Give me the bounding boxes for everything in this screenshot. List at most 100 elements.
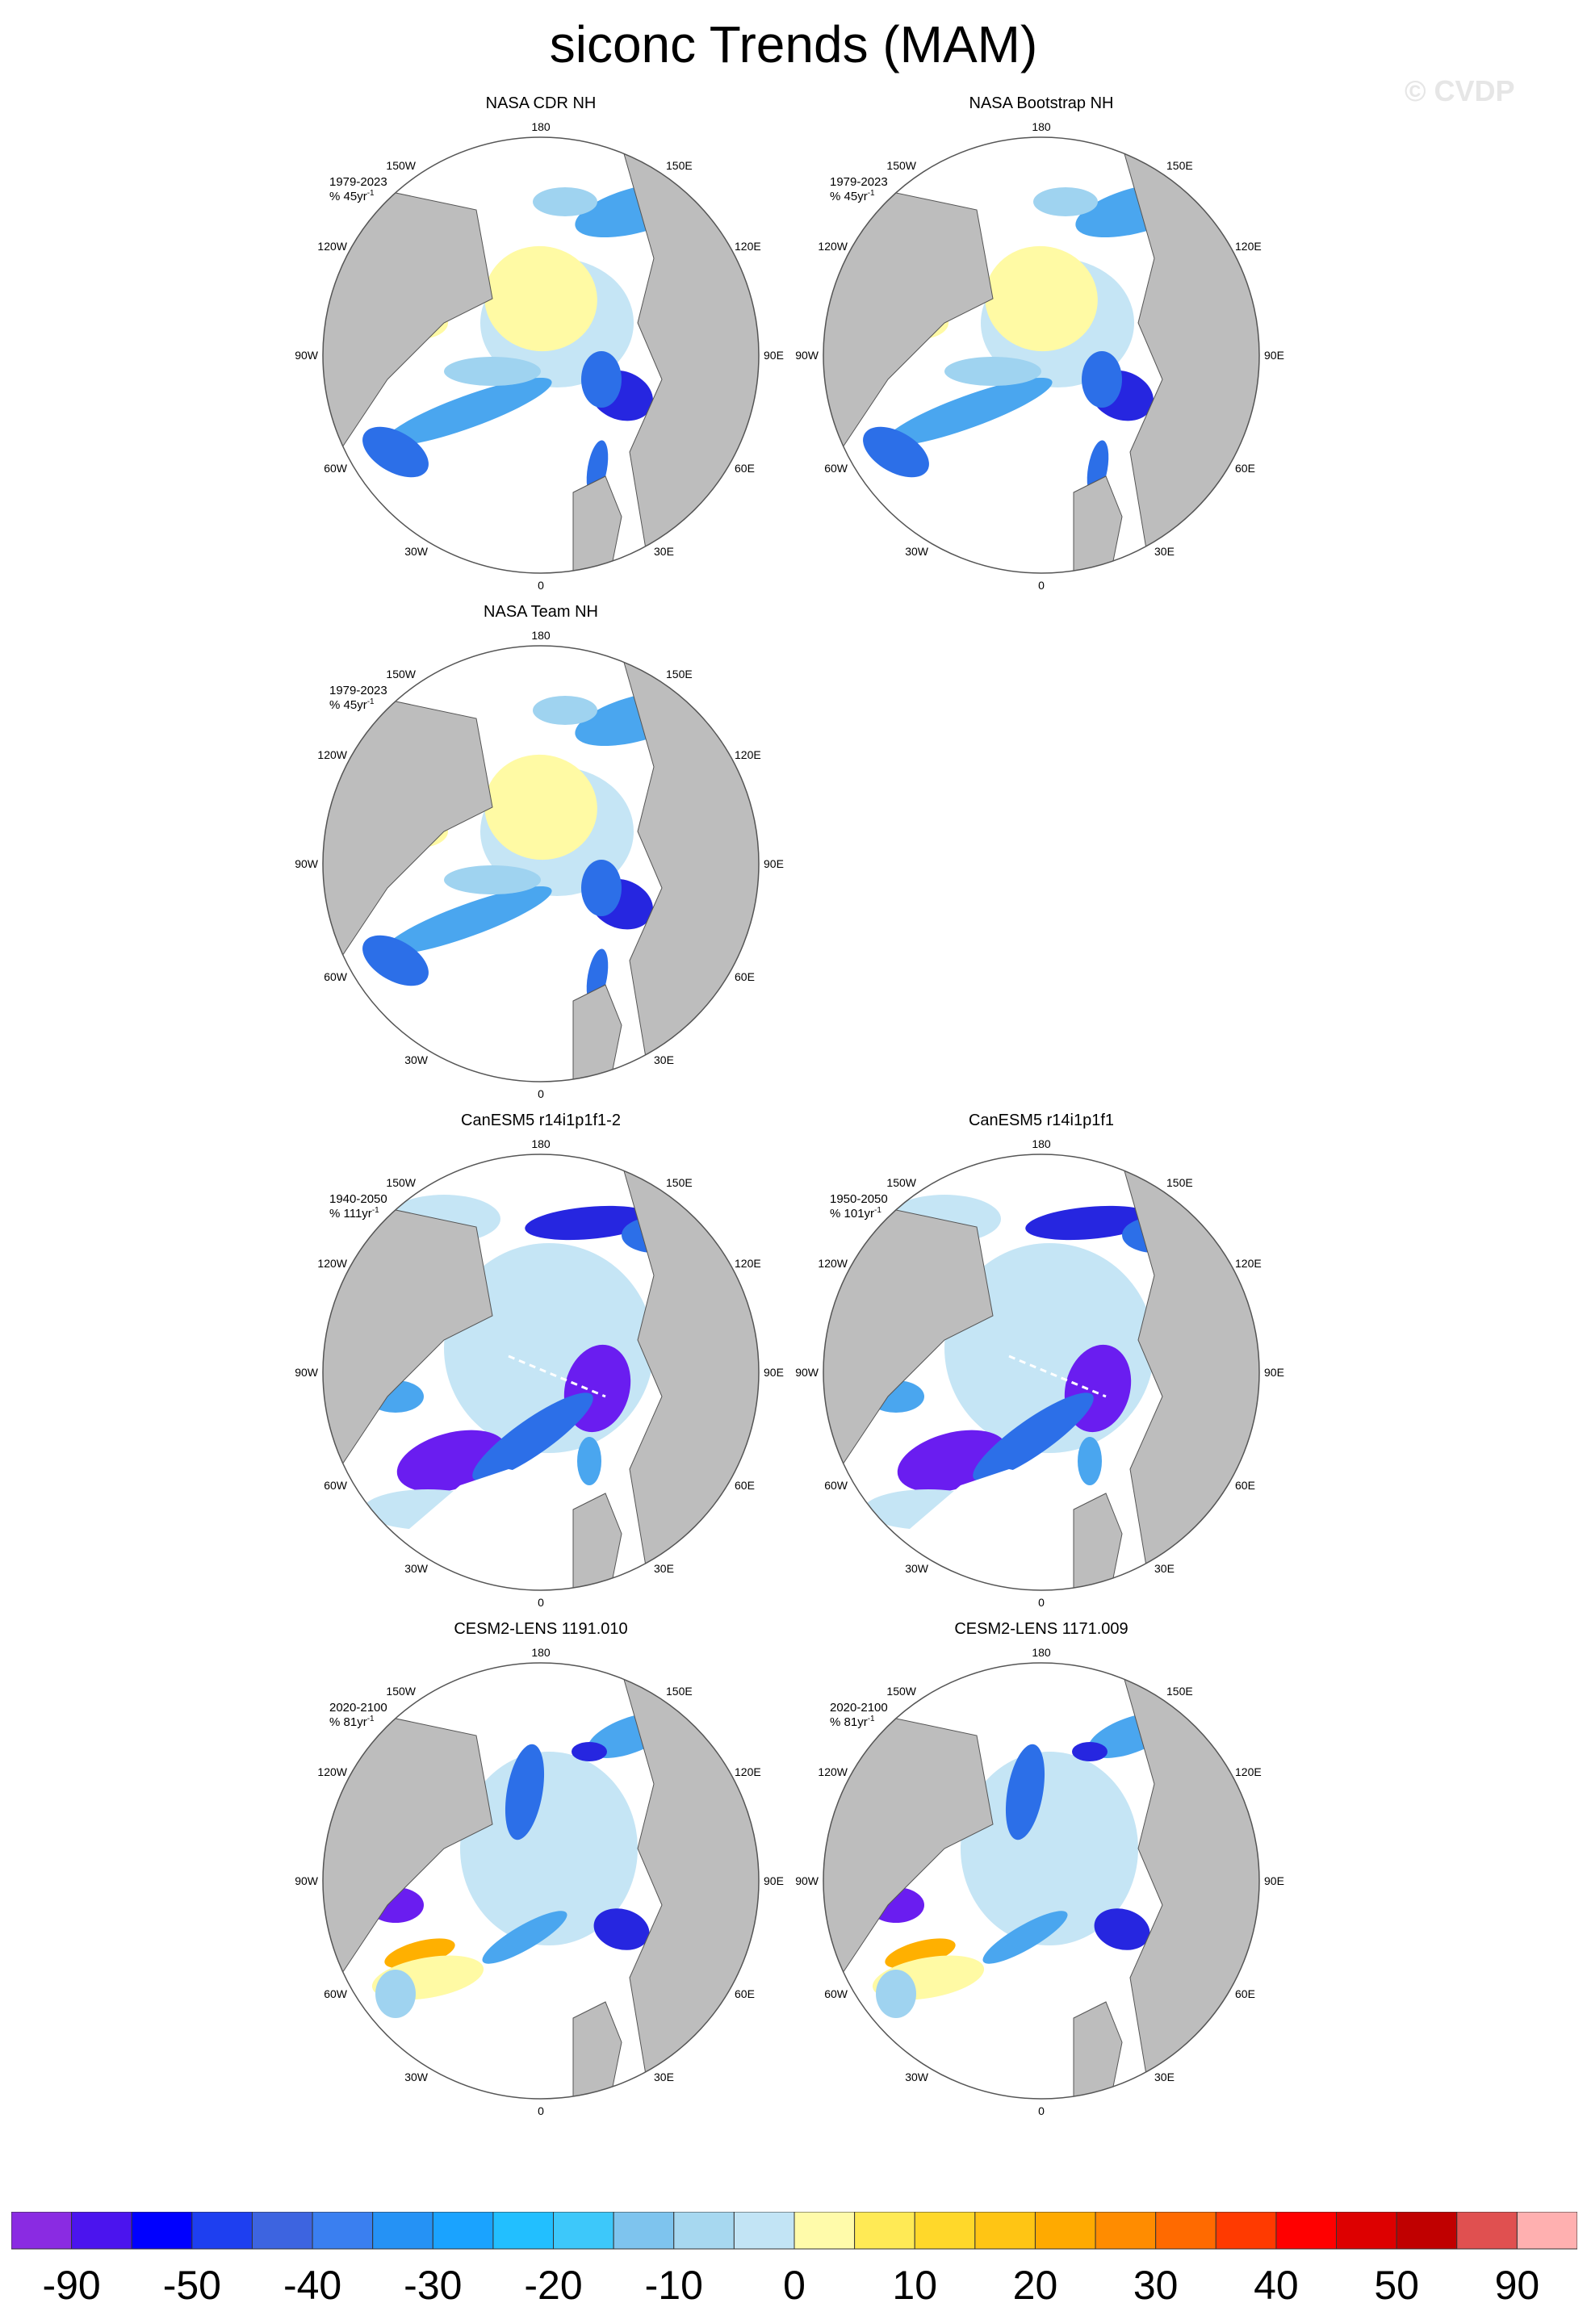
trend-units: % 45yr-1	[830, 189, 875, 203]
colorbar: -90 -50 -40 -30 -20 -10 0 10 20 30 40 50 90	[11, 2212, 1577, 2308]
colorbar-tick-label: -50	[163, 2263, 221, 2308]
trend-region	[1078, 1437, 1102, 1485]
colorbar-swatch	[1095, 2212, 1157, 2250]
trend-region	[533, 187, 597, 216]
north-america-land	[823, 1194, 994, 1471]
colorbar-swatch	[312, 2212, 374, 2250]
colorbar-swatch	[432, 2212, 494, 2250]
lon-label-60w: 60W	[324, 462, 348, 475]
lon-label-60e: 60E	[1235, 1987, 1255, 2000]
bering-region	[492, 1162, 605, 1203]
lon-label-120e: 120E	[735, 1765, 761, 1778]
polar-map	[823, 1154, 1259, 1590]
polar-map	[323, 137, 759, 573]
lon-label-30w: 30W	[905, 2071, 929, 2083]
map-panel: CESM2-LENS 1171.009 180 0 90W 90E 150W 150E 120…	[783, 1620, 1300, 2155]
lon-label-120e: 120E	[1235, 1765, 1262, 1778]
colorbar-swatch	[733, 2212, 795, 2250]
map-panel: CanESM5 r14i1p1f1 180 0 90W 90E 150W 150E 120W 1…	[783, 1112, 1300, 1647]
lon-label-60w: 60W	[324, 1987, 348, 2000]
positive-trend-region	[484, 754, 597, 861]
lon-label-120w: 120W	[818, 1765, 848, 1778]
lon-label-90e: 90E	[1264, 1874, 1284, 1887]
figure-title: siconc Trends (MAM)	[549, 15, 1038, 73]
trend-period: 1940-2050	[329, 1192, 387, 1206]
colorbar-swatch	[854, 2212, 915, 2250]
lon-label-90w: 90W	[795, 1874, 819, 1887]
colorbar-tick-label: 90	[1495, 2263, 1540, 2308]
colorbar-tick-label: 40	[1254, 2263, 1299, 2308]
colorbar-swatch	[1456, 2212, 1518, 2250]
lon-label-0: 0	[1038, 1596, 1045, 1609]
lon-label-30w: 30W	[404, 1562, 429, 1575]
lon-label-150e: 150E	[1166, 159, 1193, 172]
lon-label-150e: 150E	[666, 668, 693, 680]
lon-label-30e: 30E	[654, 1053, 674, 1066]
panel-title: NASA Team NH	[484, 603, 598, 621]
north-america-land	[823, 177, 994, 454]
trend-region	[572, 1742, 607, 1761]
north-america-land	[323, 1194, 493, 1471]
colorbar-swatch	[372, 2212, 433, 2250]
colorbar-swatch	[1516, 2212, 1577, 2250]
lon-label-60e: 60E	[1235, 1479, 1255, 1492]
colorbar-swatch	[1336, 2212, 1397, 2250]
trend-region	[525, 1205, 654, 1241]
colorbar-swatch	[1275, 2212, 1338, 2250]
trend-region	[885, 377, 1053, 446]
trend-units: % 101yr-1	[830, 1206, 881, 1221]
lon-label-150e: 150E	[666, 159, 693, 172]
lon-label-120w: 120W	[317, 240, 347, 253]
trend-region	[1025, 1205, 1154, 1241]
lon-label-0: 0	[1038, 579, 1045, 592]
colorbar-swatch	[1155, 2212, 1216, 2250]
map-panel: CanESM5 r14i1p1f1-2 180 0 90W 90E 150W 150E 120…	[283, 1112, 799, 1647]
lon-label-120e: 120E	[1235, 240, 1262, 253]
bering-region	[993, 145, 1106, 186]
trend-region	[505, 1744, 545, 1840]
panel-title: CESM2-LENS 1191.010	[454, 1620, 627, 1638]
trend-region	[944, 357, 1041, 386]
polar-map	[323, 646, 759, 1082]
bering-region	[492, 1671, 605, 1711]
lon-label-90e: 90E	[764, 857, 784, 870]
colorbar-swatch	[914, 2212, 976, 2250]
lon-label-150w: 150W	[386, 668, 416, 680]
colorbar-swatch	[71, 2212, 132, 2250]
bering-region	[993, 1162, 1106, 1203]
units-exponent: -1	[868, 189, 875, 198]
lon-label-0: 0	[538, 1596, 544, 1609]
lon-label-120w: 120W	[317, 1257, 347, 1270]
map-border	[322, 1154, 760, 1591]
colorbar-tick-label: 10	[892, 2263, 937, 2308]
map-panel: CESM2-LENS 1191.010 180 0 90W 90E 150W 150E 120…	[283, 1620, 799, 2155]
lon-label-150w: 150W	[886, 1685, 916, 1698]
lon-label-30e: 30E	[1154, 545, 1175, 558]
lon-label-120w: 120W	[317, 1765, 347, 1778]
positive-trend-region	[885, 1938, 956, 1969]
trend-region	[961, 1752, 1138, 1945]
trend-region	[1005, 1744, 1045, 1840]
lon-label-120e: 120E	[735, 748, 761, 761]
lon-label-60e: 60E	[735, 1479, 755, 1492]
trend-units: % 81yr-1	[329, 1715, 375, 1729]
lon-label-30w: 30W	[404, 1053, 429, 1066]
trend-region	[384, 377, 552, 446]
colorbar-swatch	[1215, 2212, 1277, 2250]
trend-period: 2020-2100	[329, 1701, 387, 1715]
lon-label-0: 0	[1038, 2104, 1045, 2117]
panel-title: NASA Bootstrap NH	[969, 94, 1114, 112]
map-border	[823, 136, 1260, 574]
trend-region	[444, 865, 541, 894]
trend-units: % 81yr-1	[830, 1715, 875, 1729]
trend-region	[973, 1392, 1094, 1481]
lon-label-0: 0	[538, 1087, 544, 1100]
positive-trend-region	[484, 245, 597, 352]
units-exponent: -1	[372, 1206, 379, 1215]
lon-label-0: 0	[538, 579, 544, 592]
lon-label-60w: 60W	[824, 1987, 848, 2000]
lon-label-120e: 120E	[735, 1257, 761, 1270]
lon-label-0: 0	[538, 2104, 544, 2117]
lon-label-150w: 150W	[386, 159, 416, 172]
colorbar-swatch	[974, 2212, 1036, 2250]
